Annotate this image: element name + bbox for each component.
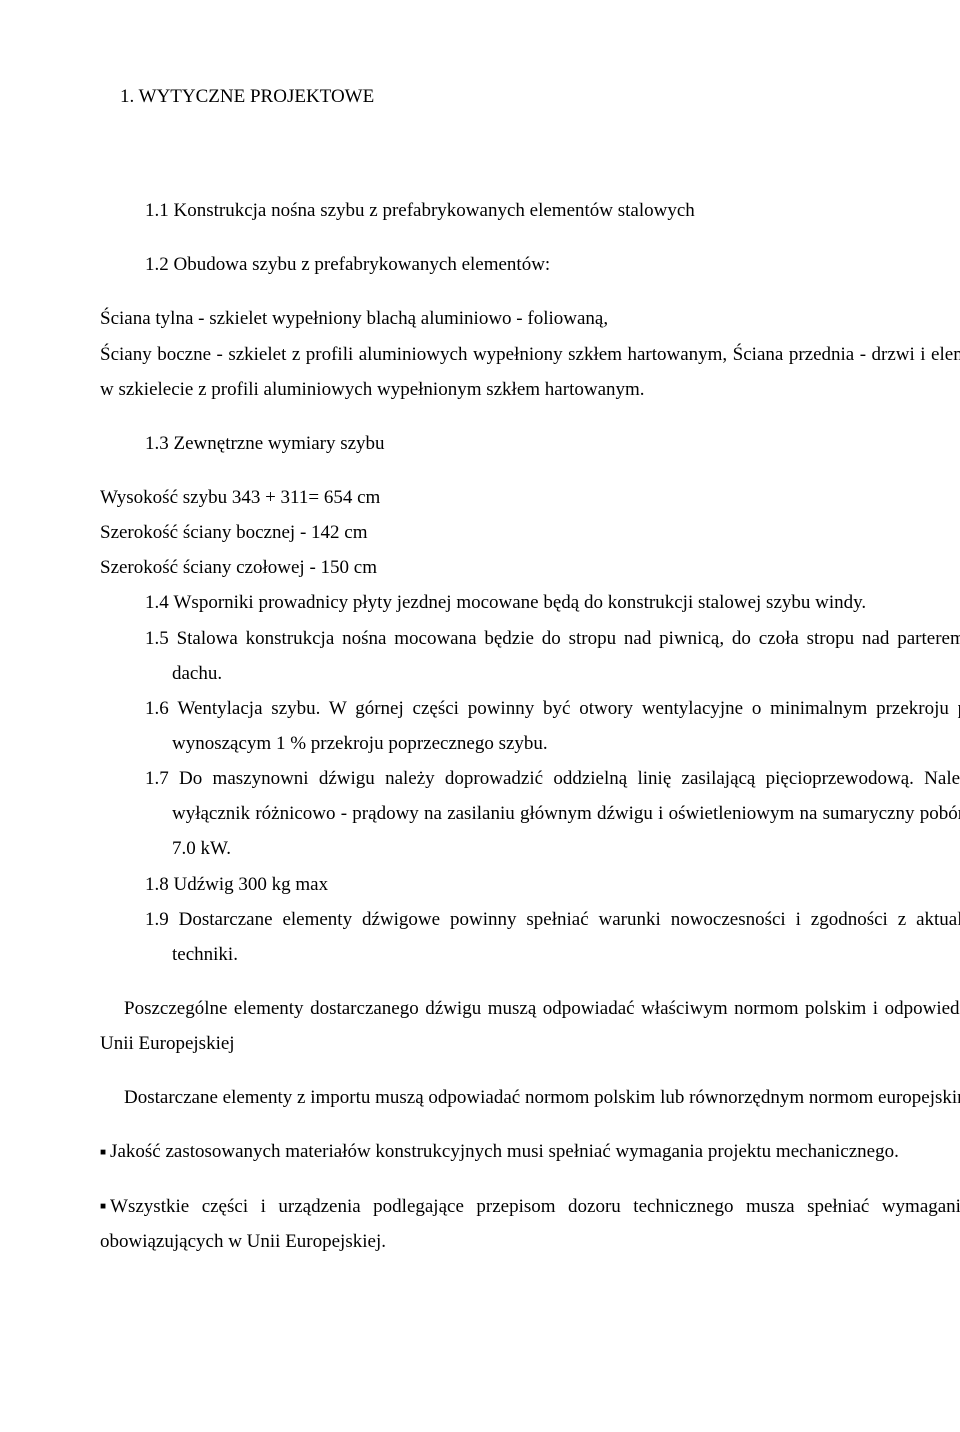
nested-list: 1.4 Wsporniki prowadnicy płyty jezdnej m… xyxy=(145,585,960,972)
item-1-9: 1.9 Dostarczane elementy dźwigowe powinn… xyxy=(145,902,960,972)
item-1-3: 1.3 Zewnętrzne wymiary szybu xyxy=(145,426,960,461)
para-back-wall: Ściana tylna - szkielet wypełniony blach… xyxy=(100,301,960,336)
dim-front-width: Szerokość ściany czołowej - 150 cm xyxy=(100,550,960,585)
item-1-8: 1.8 Udźwig 300 kg max xyxy=(145,867,960,902)
item-1-2: 1.2 Obudowa szybu z prefabrykowanych ele… xyxy=(145,247,960,282)
bullet-2-text: Wszystkie części i urządzenia podlegając… xyxy=(100,1196,960,1252)
para-side-walls: Ściany boczne - szkielet z profili alumi… xyxy=(100,337,960,407)
bullet-2: ■Wszystkie części i urządzenia podlegają… xyxy=(100,1189,960,1259)
item-1-6: 1.6 Wentylacja szybu. W górnej części po… xyxy=(145,691,960,761)
spacer xyxy=(100,144,960,174)
item-1-4: 1.4 Wsporniki prowadnicy płyty jezdnej m… xyxy=(145,585,960,620)
square-bullet-icon: ■ xyxy=(100,1198,106,1217)
bullet-1: ■Jakość zastosowanych materiałów konstru… xyxy=(100,1134,960,1169)
post-para-1: Poszczególne elementy dostarczanego dźwi… xyxy=(100,991,960,1061)
bullet-1-text: Jakość zastosowanych materiałów konstruk… xyxy=(110,1141,899,1162)
item-1-7: 1.7 Do maszynowni dźwigu należy doprowad… xyxy=(145,761,960,866)
dim-side-width: Szerokość ściany bocznej - 142 cm xyxy=(100,515,960,550)
dim-height: Wysokość szybu 343 + 311= 654 cm xyxy=(100,480,960,515)
section-title: 1. WYTYCZNE PROJEKTOWE xyxy=(100,79,960,114)
item-1-5: 1.5 Stalowa konstrukcja nośna mocowana b… xyxy=(145,621,960,691)
item-1-1: 1.1 Konstrukcja nośna szybu z prefabryko… xyxy=(145,193,960,228)
post-para-2: Dostarczane elementy z importu muszą odp… xyxy=(100,1080,960,1115)
square-bullet-icon: ■ xyxy=(100,1144,106,1163)
